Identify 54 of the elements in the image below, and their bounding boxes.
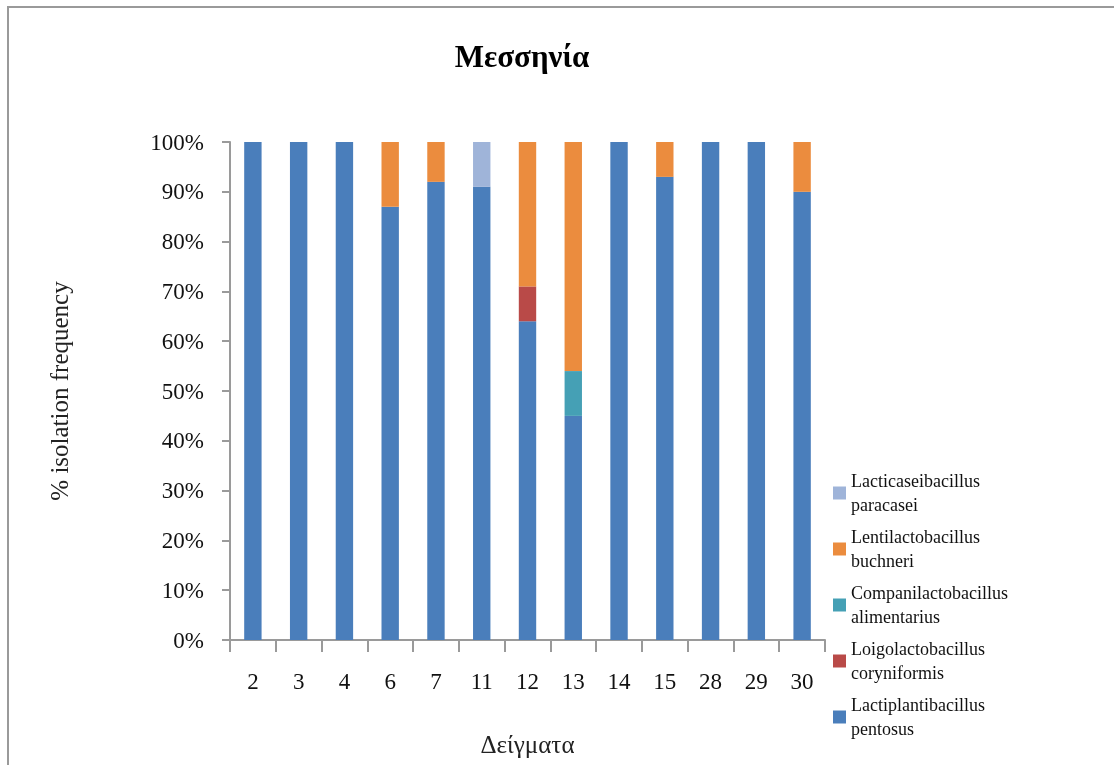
bar <box>427 181 445 640</box>
bar <box>564 415 582 640</box>
y-tick-label: 40% <box>161 428 204 454</box>
x-tick-label: 7 <box>430 669 442 694</box>
x-tick-label: 12 <box>516 669 539 694</box>
y-tick-label: 80% <box>161 229 204 255</box>
chart-title: Μεσσηνία <box>454 39 590 74</box>
x-tick-label: 11 <box>470 669 493 694</box>
y-tick-label: 100% <box>150 129 204 155</box>
x-tick-label: 15 <box>653 669 677 694</box>
bar <box>518 286 537 322</box>
x-tick-label: 30 <box>790 669 814 694</box>
bar <box>381 206 399 640</box>
y-tick-label: 20% <box>161 527 204 553</box>
bar <box>656 142 674 177</box>
bar <box>427 142 445 182</box>
bar <box>747 142 766 640</box>
y-tick-label: 10% <box>161 577 204 603</box>
y-tick-label: 30% <box>161 478 204 504</box>
bar <box>793 191 811 640</box>
bar <box>244 142 262 640</box>
bar <box>473 142 491 187</box>
x-tick-label: 28 <box>699 669 723 694</box>
x-tick-label: 14 <box>607 669 632 694</box>
bar <box>289 142 308 640</box>
bar <box>473 186 491 640</box>
legend-label: Lacticaseibacillus paracasei <box>851 471 985 515</box>
x-axis-title: Δείγματα <box>480 731 575 758</box>
y-tick-label: 60% <box>161 328 204 354</box>
bar <box>610 142 628 640</box>
x-tick-label: 2 <box>247 669 259 694</box>
legend-label: Companilactobacillus alimentarius <box>851 583 1013 627</box>
bar <box>335 142 354 640</box>
x-tick-label: 6 <box>384 669 396 694</box>
y-axis-title: % isolation frequency <box>46 280 73 501</box>
legend-label: Loigolactobacillus coryniformis <box>851 639 990 683</box>
x-tick-label: 4 <box>338 669 351 694</box>
bar <box>381 142 399 207</box>
bar <box>564 142 582 372</box>
y-tick-label: 90% <box>161 179 204 205</box>
bar <box>564 371 582 416</box>
bar <box>701 142 720 640</box>
bar <box>793 142 811 192</box>
x-tick-label: 3 <box>292 669 305 694</box>
bar <box>656 176 674 640</box>
y-tick-label: 50% <box>161 378 204 404</box>
legend-label: Lentilactobacillus buchneri <box>851 527 985 571</box>
x-tick-label: 13 <box>561 669 585 694</box>
legend-label: Lactiplantibacillus pentosus <box>851 695 990 739</box>
bar <box>518 142 537 287</box>
y-tick-label: 0% <box>173 627 204 653</box>
bar <box>518 321 537 640</box>
y-tick-label: 70% <box>161 278 204 304</box>
x-tick-label: 29 <box>744 669 768 694</box>
